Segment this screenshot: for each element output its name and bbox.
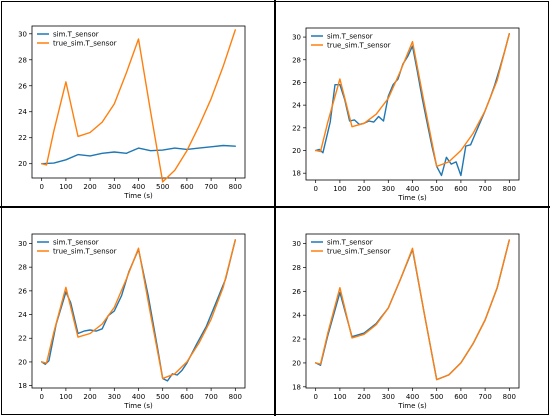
series-line-sim <box>41 144 237 165</box>
y-tick-label: 30 <box>18 30 27 38</box>
legend-label: sim.T_sensor <box>53 239 99 247</box>
chart-panel-top-left: 0 100 200 300 400 500 600 700 800 20 22 24 26 28 30 Tim… <box>2 2 274 206</box>
x-tick-label: 600 <box>180 393 193 401</box>
horizontal-divider <box>0 206 550 208</box>
x-tick-label: 300 <box>382 185 395 193</box>
y-tick-label: 30 <box>292 34 301 42</box>
x-axis-label: Time (s) <box>123 192 153 200</box>
x-tick-label: 800 <box>229 393 242 401</box>
chart-bottom-left: 0 100 200 300 400 500 600 700 800 18 20 22 24 26 28 30 T… <box>18 233 246 410</box>
x-tick-label: 100 <box>59 393 72 401</box>
x-tick-label: 300 <box>382 393 395 401</box>
y-tick-label: 22 <box>292 336 301 344</box>
x-tick-label: 600 <box>180 183 193 191</box>
y-tick-label: 28 <box>292 56 301 64</box>
legend-label: true_sim.T_sensor <box>53 248 117 256</box>
x-tick-label: 400 <box>132 183 145 191</box>
x-tick-label: 500 <box>156 393 169 401</box>
x-tick-label: 100 <box>333 185 346 193</box>
plot-area-frame <box>31 25 246 179</box>
x-tick-label: 200 <box>83 183 96 191</box>
y-tick-label: 28 <box>18 56 27 64</box>
y-tick-label: 26 <box>18 287 27 295</box>
x-tick-label: 400 <box>406 185 419 193</box>
x-tick-label: 700 <box>478 185 491 193</box>
x-tick-label: 100 <box>333 393 346 401</box>
y-tick-label: 22 <box>18 134 27 142</box>
y-tick-label: 30 <box>18 240 27 248</box>
x-tick-label: 500 <box>430 393 443 401</box>
y-tick-label: 18 <box>292 383 301 391</box>
x-tick-label: 500 <box>156 183 169 191</box>
chart-panel-bottom-left: 0 100 200 300 400 500 600 700 800 18 20 22 24 26 28 30 T… <box>2 208 274 412</box>
y-tick-label: 20 <box>18 358 27 366</box>
x-tick-label: 400 <box>406 393 419 401</box>
y-tick-label: 24 <box>292 312 301 320</box>
y-tick-label: 20 <box>292 147 301 155</box>
x-tick-label: 100 <box>59 183 72 191</box>
y-tick-label: 18 <box>18 382 27 390</box>
x-tick-label: 300 <box>108 183 121 191</box>
vertical-divider <box>274 0 276 416</box>
series-line-sim <box>315 33 511 177</box>
x-tick-label: 200 <box>357 185 370 193</box>
plot-area-frame <box>305 233 520 389</box>
x-tick-label: 300 <box>108 393 121 401</box>
y-tick-label: 20 <box>18 160 27 168</box>
x-tick-label: 200 <box>83 393 96 401</box>
series-line-sim <box>41 239 237 382</box>
x-tick-label: 500 <box>430 185 443 193</box>
y-tick-label: 22 <box>292 124 301 132</box>
legend-label: true_sim.T_sensor <box>327 248 391 256</box>
series-line-true-sim <box>41 29 237 183</box>
x-tick-label: 800 <box>503 185 516 193</box>
chart-bottom-right: 0 100 200 300 400 500 600 700 800 18 20 22 24 26 28 30 T… <box>292 233 520 410</box>
y-tick-label: 28 <box>18 264 27 272</box>
x-tick-label: 0 <box>39 393 43 401</box>
legend-label: true_sim.T_sensor <box>53 40 117 48</box>
y-tick-label: 30 <box>292 240 301 248</box>
x-tick-label: 0 <box>313 393 317 401</box>
series-line-true-sim <box>41 239 237 380</box>
x-tick-label: 700 <box>204 183 217 191</box>
y-tick-label: 28 <box>292 264 301 272</box>
y-tick-label: 26 <box>18 82 27 90</box>
x-axis-label: Time (s) <box>397 402 427 410</box>
series-line-true-sim <box>315 33 511 168</box>
y-tick-label: 22 <box>18 335 27 343</box>
x-tick-label: 0 <box>313 185 317 193</box>
y-tick-label: 24 <box>18 108 27 116</box>
x-tick-label: 400 <box>132 393 145 401</box>
x-tick-label: 200 <box>357 393 370 401</box>
series-line-true-sim <box>315 239 511 381</box>
y-tick-label: 24 <box>18 311 27 319</box>
x-tick-label: 700 <box>478 393 491 401</box>
legend-label: sim.T_sensor <box>327 239 373 247</box>
y-tick-label: 26 <box>292 79 301 87</box>
chart-panel-bottom-right: 0 100 200 300 400 500 600 700 800 18 20 22 24 26 28 30 T… <box>276 208 548 412</box>
legend-label: sim.T_sensor <box>327 33 373 41</box>
y-tick-label: 24 <box>292 102 301 110</box>
y-tick-label: 18 <box>292 170 301 178</box>
legend-label: sim.T_sensor <box>53 31 99 39</box>
x-tick-label: 600 <box>454 185 467 193</box>
y-tick-label: 20 <box>292 359 301 367</box>
x-tick-label: 700 <box>204 393 217 401</box>
x-tick-label: 800 <box>229 183 242 191</box>
chart-panel-top-right: 0 100 200 300 400 500 600 700 800 18 20 22 24 26 28 30 T… <box>276 2 548 206</box>
x-tick-label: 600 <box>454 393 467 401</box>
legend-label: true_sim.T_sensor <box>327 42 391 50</box>
chart-top-left: 0 100 200 300 400 500 600 700 800 20 22 24 26 28 30 Tim… <box>18 25 246 200</box>
x-axis-label: Time (s) <box>397 194 427 202</box>
y-tick-label: 26 <box>292 288 301 296</box>
x-axis-label: Time (s) <box>123 402 153 410</box>
x-tick-label: 800 <box>503 393 516 401</box>
x-tick-label: 0 <box>39 183 43 191</box>
chart-top-right: 0 100 200 300 400 500 600 700 800 18 20 22 24 26 28 30 T… <box>292 27 520 202</box>
